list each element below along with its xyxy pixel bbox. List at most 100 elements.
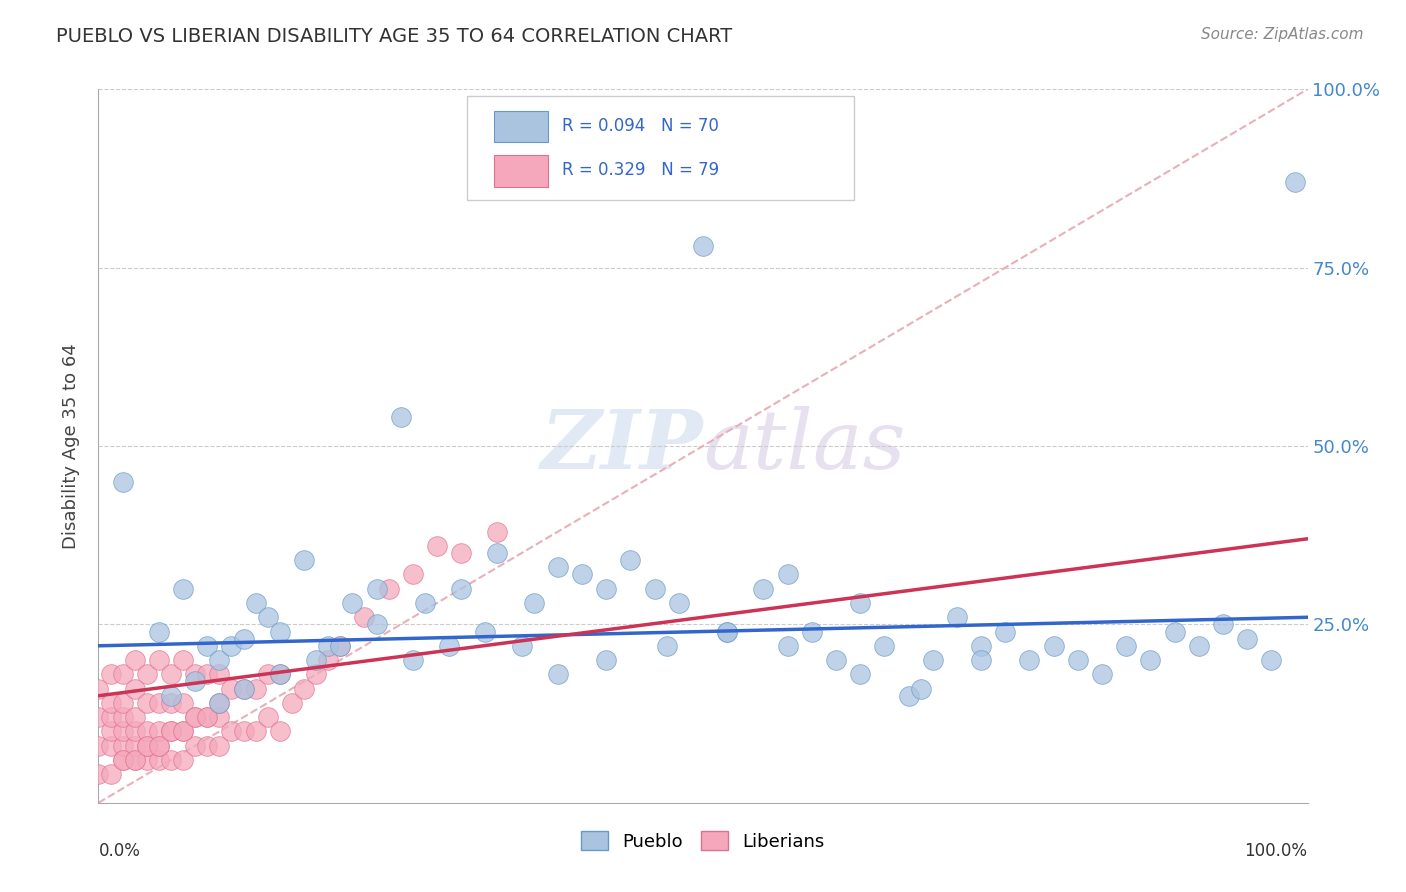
Point [619,553,641,567]
Point [776,567,799,582]
Point [256,667,278,681]
Point [195,639,218,653]
Point [148,624,170,639]
Point [269,667,291,681]
Point [450,546,472,560]
Point [849,667,872,681]
Point [172,653,194,667]
Point [124,753,146,767]
Point [450,582,472,596]
Point [413,596,436,610]
Point [970,653,993,667]
Point [195,710,218,724]
Bar [494,111,548,143]
Point [547,667,569,681]
Point [208,710,231,724]
Point [668,596,690,610]
Point [353,610,375,624]
Point [124,739,146,753]
Point [595,582,617,596]
Point [172,724,194,739]
Point [377,582,399,596]
Point [100,667,122,681]
Point [437,639,460,653]
Point [281,696,304,710]
Text: Source: ZipAtlas.com: Source: ZipAtlas.com [1201,27,1364,42]
Point [232,681,254,696]
Point [111,667,134,681]
Point [402,567,425,582]
Point [232,632,254,646]
Text: R = 0.094   N = 70: R = 0.094 N = 70 [561,117,718,135]
Point [329,639,352,653]
Point [946,610,969,624]
FancyBboxPatch shape [467,96,855,200]
Point [172,753,194,767]
Point [87,681,110,696]
Point [305,667,328,681]
Point [1018,653,1040,667]
Point [100,696,122,710]
Point [256,710,278,724]
Point [184,667,207,681]
Point [221,724,243,739]
Point [825,653,848,667]
Point [269,624,291,639]
Point [1042,639,1064,653]
Point [111,753,134,767]
Point [426,539,449,553]
Point [160,689,183,703]
Text: R = 0.329   N = 79: R = 0.329 N = 79 [561,161,718,179]
Point [1115,639,1137,653]
Point [800,624,823,639]
Point [245,724,267,739]
Point [195,710,218,724]
Point [111,739,134,753]
Point [87,710,110,724]
Point [87,767,110,781]
Point [148,696,170,710]
Point [486,546,509,560]
Point [160,667,183,681]
Point [208,667,231,681]
Point [316,639,339,653]
Text: atlas: atlas [703,406,905,486]
Point [135,724,157,739]
Point [160,724,183,739]
Point [644,582,666,596]
Point [135,667,157,681]
Point [1163,624,1185,639]
Point [208,653,231,667]
Point [172,724,194,739]
Point [100,767,122,781]
Point [897,689,920,703]
Point [305,653,328,667]
Point [111,724,134,739]
Point [124,681,146,696]
Point [970,639,993,653]
Point [329,639,352,653]
Point [873,639,896,653]
Point [849,596,872,610]
Point [100,739,122,753]
Point [124,753,146,767]
Point [160,724,183,739]
Point [148,739,170,753]
Bar [494,155,548,187]
Point [1260,653,1282,667]
Point [366,582,388,596]
Point [342,596,364,610]
Y-axis label: Disability Age 35 to 64: Disability Age 35 to 64 [62,343,80,549]
Point [135,696,157,710]
Point [111,696,134,710]
Point [208,696,231,710]
Point [523,596,546,610]
Point [402,653,425,667]
Point [184,710,207,724]
Text: PUEBLO VS LIBERIAN DISABILITY AGE 35 TO 64 CORRELATION CHART: PUEBLO VS LIBERIAN DISABILITY AGE 35 TO … [56,27,733,45]
Point [776,639,799,653]
Point [910,681,932,696]
Point [184,674,207,689]
Point [221,639,243,653]
Point [221,681,243,696]
